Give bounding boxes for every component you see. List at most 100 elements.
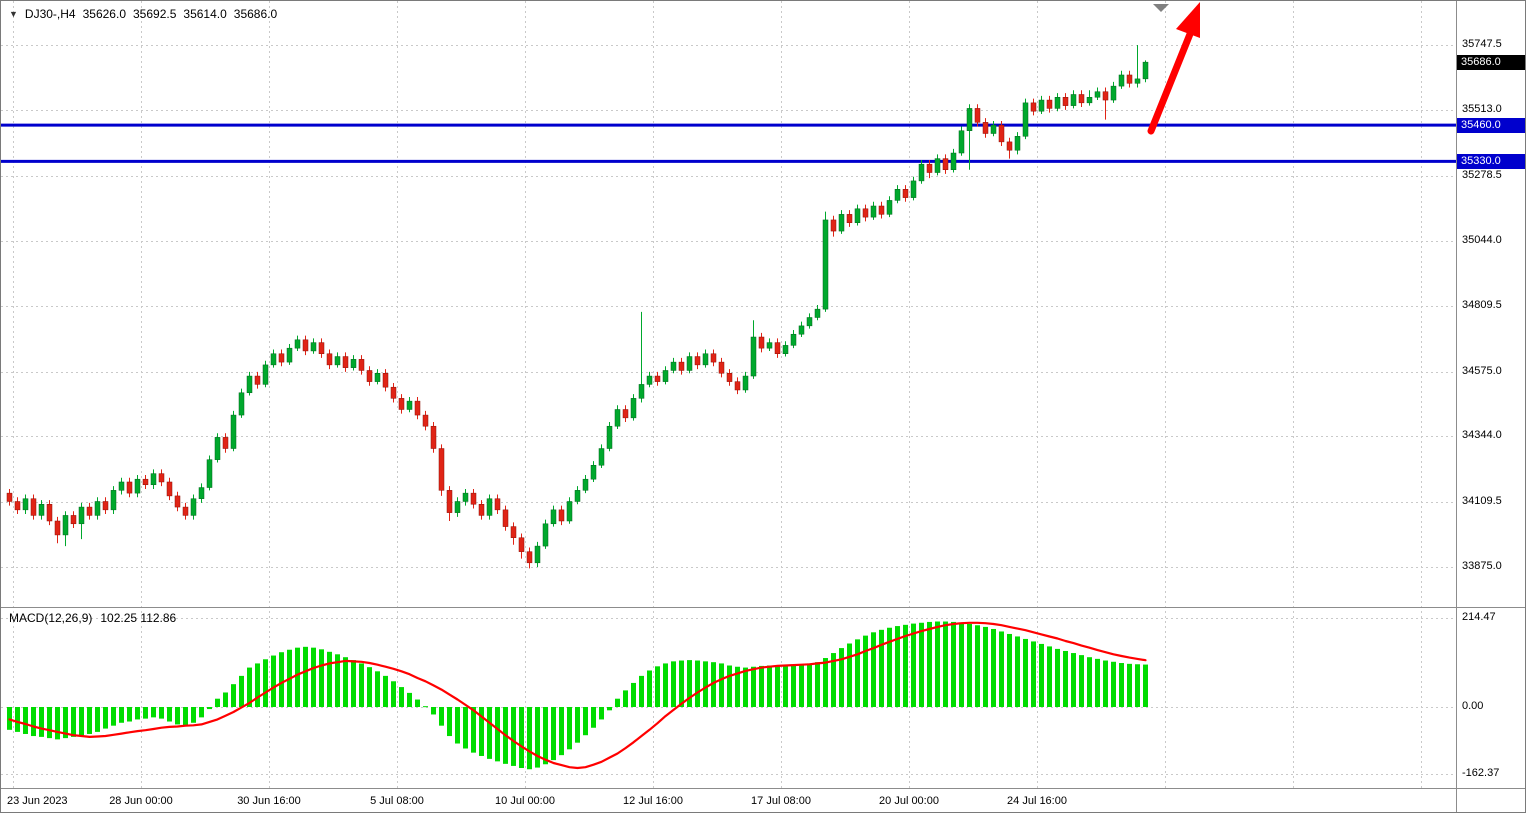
candle-body [982,122,989,134]
candle-body [734,381,741,391]
candle-body [926,163,933,173]
macd-bar [1023,638,1028,707]
candle-body [550,509,557,525]
macd-bar [191,707,196,723]
symbol-dropdown-icon[interactable]: ▼ [9,9,18,19]
candle-body [710,353,717,363]
candle-body [478,504,485,516]
candle-body [622,409,629,419]
macd-bar [375,671,380,707]
macd-bar [295,647,300,707]
macd-bar [159,707,164,719]
candle-body [214,437,221,460]
macd-bar [847,643,852,707]
candle-body [190,498,197,516]
candle-body [30,498,37,516]
macd-bar [447,707,452,737]
candle-body [126,481,133,494]
macd-bar [1095,658,1100,707]
macd-bar [607,707,612,711]
candle-body [86,506,93,516]
macd-bar [183,707,188,726]
candle-body [678,361,685,371]
macd-bar [119,707,124,723]
macd-bar [631,682,636,707]
macd-tick-label: 0.00 [1462,700,1484,712]
macd-bar [143,707,148,719]
candle-body [118,481,125,491]
macd-bar [1135,664,1140,707]
candlesticks [6,45,1149,569]
candle-body [742,375,749,391]
macd-bar [807,663,812,707]
macd-bar [407,692,412,707]
support-resistance-lines[interactable] [1,123,1456,163]
trend-arrow-shaft[interactable] [1147,30,1194,135]
trend-arrow-head[interactable] [1176,2,1200,38]
candle-body [606,425,613,449]
time-axis-label: 24 Jul 16:00 [1007,795,1067,807]
candle-body [1054,97,1061,109]
macd-bar [135,707,140,720]
candle-body [598,448,605,466]
macd-bar [79,707,84,736]
macd-bar [783,666,788,707]
candle-body [270,353,277,366]
macd-tick-label: 214.47 [1462,611,1496,623]
candle-body [110,490,117,511]
candle-body [78,506,85,525]
macd-bar [71,707,76,737]
candle-body [766,342,773,349]
candle-body [1062,97,1069,106]
candle-body [70,515,77,525]
candle-body [222,437,229,449]
macd-bar [735,666,740,707]
candle-body [846,214,853,223]
macd-bar [23,707,28,734]
macd-bar [271,655,276,707]
macd-bar [815,662,820,707]
macd-bar [303,646,308,707]
candle-body [758,336,765,349]
macd-bar [151,707,156,718]
symbol-period-label: DJ30-,H4 [24,7,76,21]
candle-body [662,370,669,382]
macd-bar [95,707,100,732]
macd-bar [551,707,556,761]
candle-body [582,478,589,491]
candle-body [326,353,333,366]
candle-body [422,414,429,427]
indicator-name: MACD(12,26,9) [9,611,93,625]
macd-bar [879,629,884,707]
candle-body [830,219,837,232]
macd-bar [231,684,236,707]
macd-bar [799,664,804,707]
macd-bar [319,649,324,707]
candle-body [1134,78,1141,84]
candle-body [406,400,413,410]
candle-body [438,448,445,491]
time-gridlines [13,1,1422,788]
candle-body [518,537,525,552]
macd-bar [639,675,644,707]
candle-body [1038,99,1045,112]
chart-shift-marker[interactable] [1153,4,1169,12]
macd-bar [175,707,180,725]
candle-body [94,501,101,516]
macd-bar [327,651,332,707]
candle-body [534,545,541,564]
candle-body [854,208,861,223]
macd-bar [111,707,116,726]
candle-body [22,498,29,511]
macd-bar [991,628,996,707]
macd-tick-label: -162.37 [1462,767,1500,780]
candle-body [638,384,645,399]
macd-bar [687,660,692,707]
macd-bar [487,707,492,759]
price-tick-label: 34809.5 [1462,299,1502,312]
annotations-layer[interactable] [1147,2,1200,135]
candle-body [1118,74,1125,87]
macd-bar [87,707,92,734]
